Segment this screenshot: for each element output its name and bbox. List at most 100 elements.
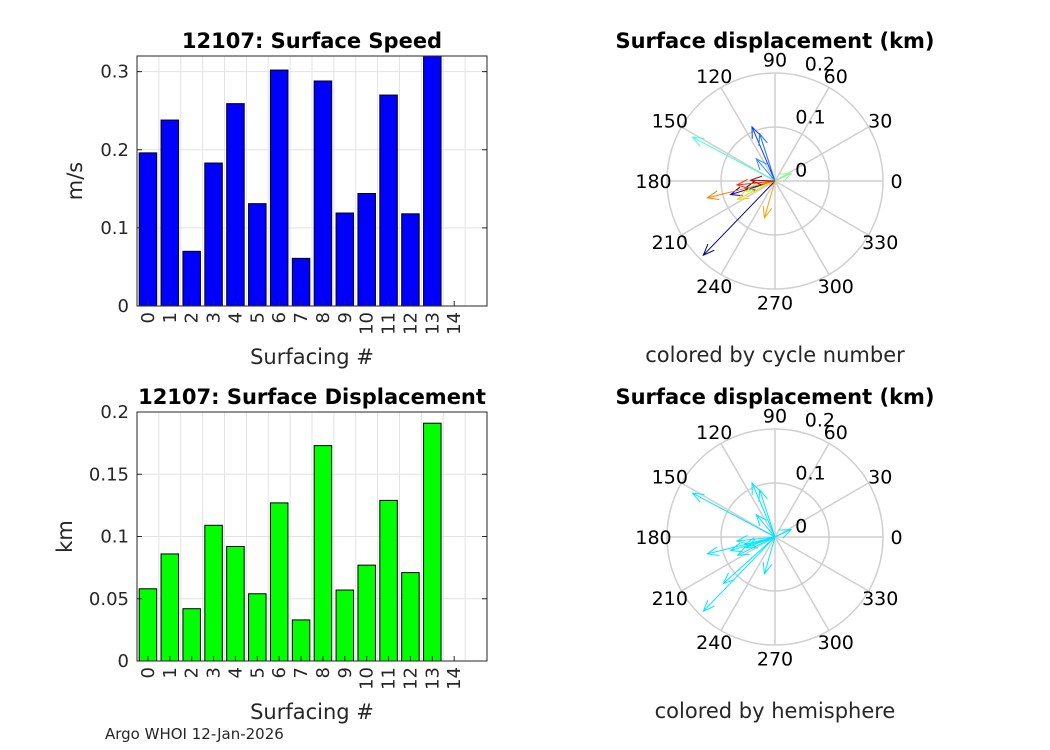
speed-bars bbox=[138, 56, 442, 306]
disp-bar-8 bbox=[313, 445, 333, 661]
disp-xtick-label: 4 bbox=[225, 667, 246, 678]
polar2-arrow-11 bbox=[763, 536, 776, 574]
disp-xtick-label: 9 bbox=[335, 667, 356, 678]
speed-xtick-label: 11 bbox=[379, 312, 400, 335]
polar2-arrow-head-2 bbox=[702, 599, 715, 613]
polar2-arrow-12 bbox=[736, 536, 776, 542]
polar1-arrow-7 bbox=[774, 173, 792, 182]
disp-bar-10 bbox=[357, 564, 376, 661]
polar2-arrow-head-5 bbox=[755, 513, 768, 527]
speed-xtick-label: 9 bbox=[335, 312, 356, 323]
polar2-rtick-label-0: 0 bbox=[795, 516, 807, 538]
speed-xtick-label: 13 bbox=[422, 312, 443, 335]
polar2-arrow-head-1 bbox=[729, 542, 743, 553]
polar2-ring bbox=[720, 482, 830, 592]
speed-ytick-label: 0.2 bbox=[100, 140, 129, 161]
speed-bar-5 bbox=[248, 203, 267, 306]
polar1-arrow-head-6 bbox=[691, 136, 705, 147]
polar1-arrow-8 bbox=[745, 180, 776, 192]
polar1-arrow-head-13 bbox=[749, 175, 763, 186]
disp-ytick-label: 0 bbox=[118, 651, 129, 672]
disp-bar-0 bbox=[138, 588, 158, 661]
polar2-arrow-head-13 bbox=[722, 572, 735, 585]
disp-title: 12107: Surface Displacement bbox=[138, 385, 486, 409]
speed-bar-3 bbox=[204, 162, 223, 306]
polar1-angle-label-270: 270 bbox=[757, 293, 793, 315]
polar2-arrow-3 bbox=[751, 482, 776, 538]
polar2-angle-label-210: 210 bbox=[652, 588, 688, 610]
polar2-arrow-7 bbox=[774, 529, 792, 538]
speed-xlabel: Surfacing # bbox=[250, 345, 374, 369]
polar1-angle-label-0: 0 bbox=[890, 171, 902, 193]
polar2-arrow-head-4 bbox=[758, 488, 768, 502]
disp-bar-1 bbox=[160, 553, 180, 661]
polar1-arrow-3 bbox=[751, 126, 776, 182]
polar2-angle-label-240: 240 bbox=[696, 632, 732, 654]
speed-bar-11 bbox=[379, 94, 398, 306]
polar1-arrow-2 bbox=[702, 180, 776, 256]
speed-ytick-label: 0.3 bbox=[100, 62, 129, 83]
disp-xtick-label: 7 bbox=[291, 667, 312, 678]
polar1-arrow-head-9 bbox=[736, 190, 750, 200]
polar1-subtitle: colored by cycle number bbox=[645, 343, 905, 367]
disp-bars bbox=[138, 422, 442, 661]
speed-ylabel: m/s bbox=[63, 162, 87, 200]
speed-bar-7 bbox=[291, 257, 311, 306]
footer-credit: Argo WHOI 12-Jan-2026 bbox=[105, 725, 284, 743]
polar1-ring bbox=[666, 72, 884, 290]
polar2-ring bbox=[666, 428, 884, 646]
speed-ytick-label: 0.1 bbox=[100, 218, 129, 239]
polar2-arrow-5 bbox=[755, 514, 776, 538]
polar2-arrow-10 bbox=[707, 536, 776, 555]
polar1-arrow-head-2 bbox=[702, 243, 715, 257]
polar2-rtick-label-0.2: 0.2 bbox=[805, 409, 835, 431]
speed-xtick-label: 0 bbox=[138, 312, 159, 323]
speed-bar-6 bbox=[269, 69, 289, 306]
disp-ytick-label: 0.2 bbox=[100, 402, 129, 423]
polar1-arrow-head-1 bbox=[729, 186, 743, 197]
disp-xtick-label: 6 bbox=[269, 667, 290, 678]
speed-bar-9 bbox=[335, 212, 355, 306]
polar1-arrow-9 bbox=[737, 180, 776, 200]
polar2-arrow-head-3 bbox=[751, 481, 761, 495]
polar1-arrow-12 bbox=[736, 180, 776, 186]
polar-displacement-by-hemisphere: 0 30 60 90 120 150 180 210 240 270 300 330 0 0.1 0.2Su… bbox=[615, 385, 934, 723]
disp-bar-7 bbox=[291, 619, 311, 661]
polar1-arrow-head-12 bbox=[735, 178, 749, 189]
polar2-angle-label-300: 300 bbox=[818, 632, 854, 654]
polar1-angle-label-330: 330 bbox=[862, 232, 898, 254]
disp-xtick-label: 11 bbox=[379, 667, 400, 690]
polar2-angle-label-30: 30 bbox=[868, 466, 892, 488]
speed-xtick-label: 6 bbox=[269, 312, 290, 323]
polar2-angle-label-60: 60 bbox=[824, 422, 848, 444]
polar1-angle-label-150: 150 bbox=[652, 110, 688, 132]
disp-bar-6 bbox=[269, 502, 289, 661]
disp-ytick-label: 0.05 bbox=[89, 589, 129, 610]
disp-bar-2 bbox=[182, 608, 201, 661]
polar1-rtick-label-0: 0 bbox=[795, 160, 807, 182]
polar1-angle-label-300: 300 bbox=[818, 276, 854, 298]
polar2-arrow-head-10 bbox=[706, 546, 720, 556]
disp-ylabel: km bbox=[53, 520, 77, 553]
polar2-arrow-head-8 bbox=[744, 539, 759, 549]
polar1-rtick-label-0.2: 0.2 bbox=[805, 53, 835, 75]
polar2-arrow-head-12 bbox=[735, 534, 749, 545]
polar2-angle-label-90: 90 bbox=[763, 406, 787, 428]
speed-bar-10 bbox=[357, 193, 376, 306]
disp-ytick-label: 0.1 bbox=[100, 527, 129, 548]
speed-xtick-label: 2 bbox=[182, 312, 203, 323]
polar1-angle-label-60: 60 bbox=[824, 66, 848, 88]
polar1-ring bbox=[720, 126, 830, 236]
polar2-angle-label-180: 180 bbox=[635, 527, 671, 549]
polar2-arrow-head-11 bbox=[762, 561, 773, 576]
polar2-arrow-head-9 bbox=[736, 546, 750, 556]
speed-bar-8 bbox=[313, 80, 333, 306]
speed-xtick-label: 7 bbox=[291, 312, 312, 323]
disp-bar-11 bbox=[379, 499, 398, 661]
disp-bar-5 bbox=[248, 593, 267, 661]
speed-xtick-label: 5 bbox=[247, 312, 268, 323]
polar2-angle-label-330: 330 bbox=[862, 588, 898, 610]
polar2-arrow-head-7 bbox=[779, 528, 793, 539]
polar2-angle-label-0: 0 bbox=[890, 527, 902, 549]
